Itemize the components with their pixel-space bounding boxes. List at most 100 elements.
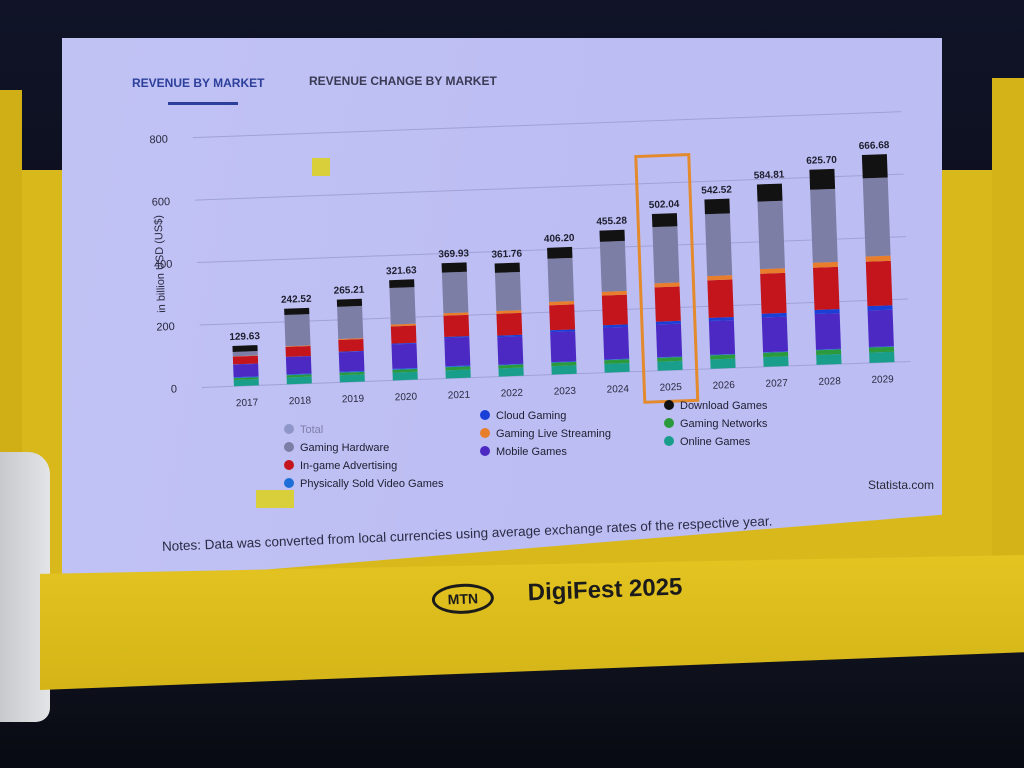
legend-item[interactable]: Gaming Networks [664, 418, 767, 430]
bar-segment [286, 376, 312, 385]
legend-item[interactable]: Mobile Games [480, 446, 567, 458]
left-pillar [0, 90, 22, 510]
bar-segment [498, 367, 524, 377]
bar-segment [756, 183, 783, 202]
yellow-marker [256, 490, 294, 508]
legend-item[interactable]: In-game Advertising [284, 460, 397, 472]
x-tick-label: 2029 [871, 374, 894, 386]
data-label: 666.68 [859, 140, 890, 152]
bar-segment [551, 365, 577, 375]
bar-segment [285, 345, 311, 357]
bar-segment [652, 226, 680, 284]
bar-segment [550, 329, 576, 333]
bar-segment [710, 358, 736, 369]
legend-swatch [480, 428, 490, 438]
bar-segment [496, 312, 523, 336]
bar-segment [865, 260, 893, 307]
bar-segment [443, 314, 470, 337]
bar-segment [497, 336, 524, 365]
legend-label: Online Games [680, 436, 751, 448]
bar-segment [391, 342, 417, 345]
bar-segment [444, 336, 470, 339]
bar-segment [339, 374, 365, 383]
tab-revenue-change-by-market[interactable]: REVENUE CHANGE BY MARKET [309, 74, 497, 88]
legend-item[interactable]: Download Games [664, 400, 767, 412]
bar-segment [604, 358, 630, 361]
legend-label: Gaming Live Streaming [496, 428, 611, 440]
bar-segment [599, 240, 627, 292]
data-label: 265.21 [334, 285, 365, 297]
legend-item[interactable]: Gaming Live Streaming [480, 428, 611, 440]
x-tick-label: 2018 [289, 395, 312, 407]
event-name: DigiFest 2025 [527, 573, 683, 607]
bar-segment [285, 356, 312, 375]
legend-item[interactable]: Cloud Gaming [480, 410, 566, 422]
legend-item[interactable]: Physically Sold Video Games [284, 478, 443, 490]
bar-segment [392, 371, 418, 381]
bar-segment [547, 257, 575, 302]
bar-segment [654, 282, 680, 288]
x-tick-label: 2027 [765, 378, 788, 390]
bar-segment [814, 309, 840, 315]
bar-segment [444, 337, 471, 367]
bar-segment [232, 355, 259, 365]
bar-segment [710, 354, 736, 360]
bar-segment [233, 377, 259, 381]
bar-segment [336, 298, 363, 307]
tab-revenue-by-market[interactable]: REVENUE BY MARKET [132, 76, 265, 90]
legend-label: Total [300, 424, 324, 436]
legend-label: Gaming Hardware [300, 442, 390, 454]
bar-segment [757, 200, 785, 270]
bar-segment [760, 272, 787, 314]
mtn-logo: MTN [431, 582, 495, 615]
bar-segment [389, 287, 416, 325]
bar-segment [494, 271, 522, 312]
x-tick-label: 2026 [712, 380, 735, 392]
bar-segment [392, 367, 418, 370]
bar-segment [812, 261, 838, 268]
legend-label: Physically Sold Video Games [300, 478, 444, 490]
legend-label: Mobile Games [496, 446, 567, 458]
bar-segment [445, 369, 471, 379]
bar-segment [547, 246, 573, 259]
bar-segment [761, 316, 789, 353]
bar-segment [763, 351, 789, 353]
bar-segment [862, 177, 891, 257]
legend-item[interactable]: Online Games [664, 436, 750, 448]
bar-segment [815, 348, 841, 351]
bar-segment [441, 271, 469, 314]
legend-item[interactable]: Total [284, 424, 323, 436]
x-tick-label: 2021 [448, 390, 471, 402]
bar-segment [603, 326, 630, 360]
bar-segment [604, 359, 630, 364]
bar-segment [869, 351, 895, 363]
bar-segment [759, 268, 786, 274]
gridline [192, 111, 902, 139]
bar-segment [233, 376, 259, 379]
bar-segment [708, 316, 734, 322]
legend-swatch [480, 410, 490, 420]
data-label: 242.52 [281, 294, 312, 306]
x-tick-label: 2023 [554, 386, 577, 398]
legend-swatch [664, 418, 674, 428]
bar-segment [816, 354, 842, 365]
data-label: 406.20 [544, 233, 575, 245]
bar-segment [338, 351, 365, 372]
legend-swatch [664, 436, 674, 446]
bar-segment [867, 309, 894, 348]
legend-item[interactable]: Gaming Hardware [284, 442, 389, 454]
bar-segment [498, 363, 524, 366]
y-tick-label: 200 [156, 321, 175, 334]
legend-swatch [664, 400, 674, 410]
bar-segment [657, 357, 683, 362]
legend-label: Cloud Gaming [496, 410, 567, 422]
legend-swatch [284, 424, 294, 434]
bar-segment [763, 356, 789, 367]
bar-segment [285, 345, 311, 347]
source-label[interactable]: Statista.com [868, 478, 935, 492]
bar-segment [809, 168, 836, 190]
bar-segment [338, 339, 364, 352]
x-tick-label: 2022 [501, 388, 524, 400]
bar-segment [390, 325, 417, 344]
bar-segment [286, 373, 312, 376]
